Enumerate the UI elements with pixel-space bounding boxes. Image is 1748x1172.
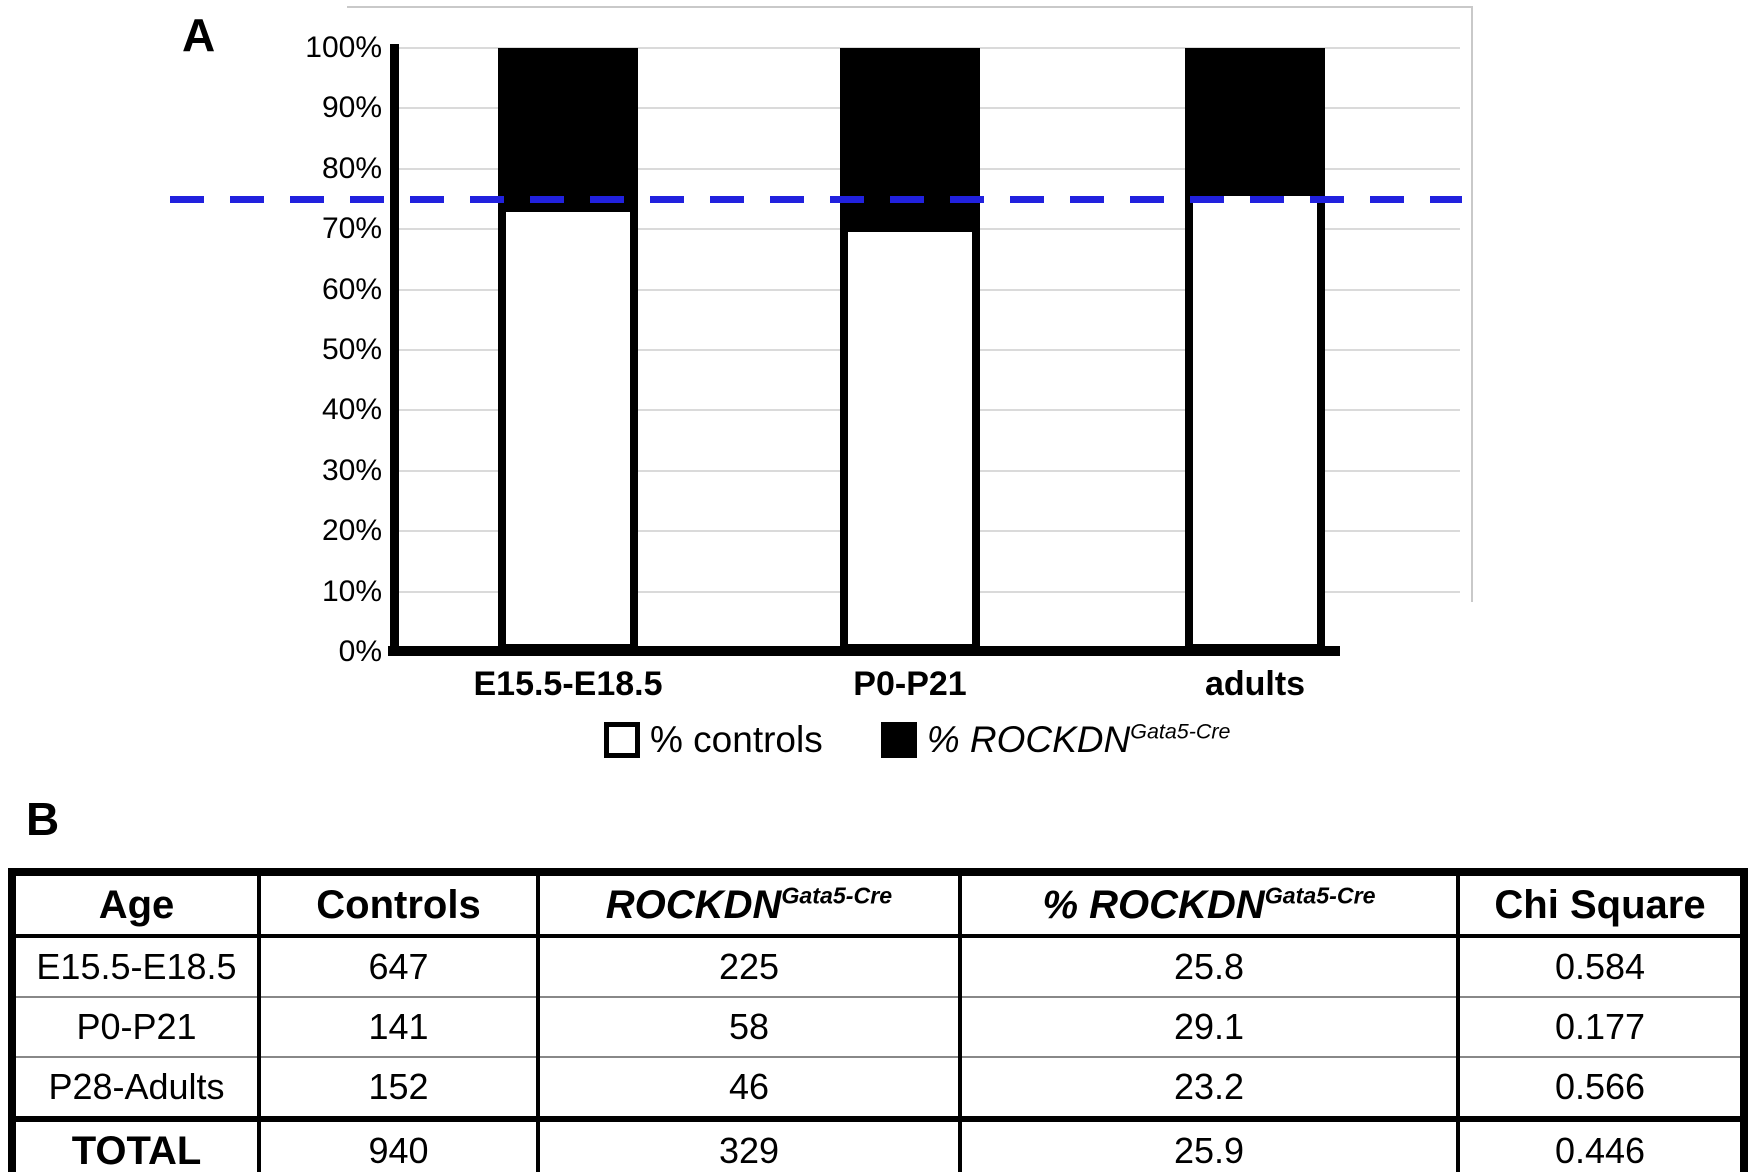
y-tick-label: 50% <box>321 333 382 366</box>
y-axis-line <box>390 44 399 656</box>
table-total-row: TOTAL 940 329 25.9 0.446 <box>10 1116 1746 1172</box>
table-header-cell: % ROCKDNGata5-Cre <box>958 872 1460 938</box>
table-cell: TOTAL <box>10 1116 261 1172</box>
table-row: E15.5-E18.5 647 225 25.8 0.584 <box>10 935 1746 998</box>
chart-area-border-top <box>347 6 1473 8</box>
reference-line-75pct <box>170 196 1462 203</box>
chart-legend: % controls % ROCKDNGata5-Cre <box>604 718 1230 762</box>
bar-segment-rockdn <box>840 48 980 224</box>
y-tick-label: 40% <box>321 393 382 427</box>
y-tick-label: 10% <box>321 574 382 608</box>
panel-a-label: A <box>182 9 216 61</box>
table-header: Age Controls ROCKDNGata5-Cre% ROCKDNGata5-… <box>10 872 1746 938</box>
table-cell: P28-Adults <box>10 1056 261 1120</box>
x-tick-label: adults <box>1204 665 1306 703</box>
table-cell: 58 <box>536 996 962 1058</box>
bar-segment-rockdn <box>498 48 638 204</box>
table-header-cell: Chi Square <box>1456 872 1746 938</box>
legend-item-controls: % controls <box>604 718 823 762</box>
table-cell: 29.1 <box>958 996 1460 1058</box>
x-tick-label: E15.5-E18.5 <box>473 665 663 703</box>
table-cell: 0.584 <box>1456 935 1746 998</box>
legend-swatch-controls <box>604 722 640 758</box>
table-cell: 0.566 <box>1456 1056 1746 1120</box>
panel-b-label: B <box>26 793 60 845</box>
y-tick-label: 70% <box>321 212 382 246</box>
statistics-table: Age Controls ROCKDNGata5-Cre% ROCKDNGata5-… <box>8 868 1748 1172</box>
x-tick-label: P0-P21 <box>853 665 967 703</box>
table-header-row: Age Controls ROCKDNGata5-Cre% ROCKDNGata5-… <box>10 872 1746 938</box>
table-header-cell: Age <box>10 872 261 938</box>
bar-segment-controls <box>840 223 980 652</box>
table-cell: 940 <box>257 1116 540 1172</box>
legend-label-rockdn-superscript: Gata5-Cre <box>1130 719 1231 744</box>
table-cell: 329 <box>536 1116 962 1172</box>
table-cell: 23.2 <box>958 1056 1460 1120</box>
table-cell: 0.177 <box>1456 996 1746 1058</box>
table-cell: 225 <box>536 935 962 998</box>
y-tick-label: 100% <box>305 31 382 64</box>
table-body: E15.5-E18.5 647 225 25.8 0.584 P0-P21 141 58 29.… <box>10 935 1746 1172</box>
bar-segment-rockdn <box>1185 48 1325 189</box>
y-tick-label: 30% <box>321 453 382 487</box>
y-tick-label: 80% <box>321 151 382 185</box>
table-cell: 46 <box>536 1056 962 1120</box>
chart-area-border-right <box>1471 6 1473 602</box>
legend-swatch-rockdn <box>880 722 917 758</box>
table-row: P28-Adults 152 46 23.2 0.566 <box>10 1056 1746 1120</box>
table-cell: 647 <box>257 935 540 998</box>
table-cell: 152 <box>257 1056 540 1120</box>
bar-segment-controls <box>498 203 638 652</box>
table-header-cell: Controls <box>257 872 540 938</box>
y-tick-label: 20% <box>321 514 382 548</box>
table-cell: 0.446 <box>1456 1116 1746 1172</box>
table-cell: E15.5-E18.5 <box>10 935 261 998</box>
table-cell: P0-P21 <box>10 996 261 1058</box>
bar-segment-controls <box>1185 188 1325 652</box>
table-header-cell: ROCKDNGata5-Cre <box>536 872 962 938</box>
legend-label-controls: % controls <box>650 719 823 760</box>
table-row: P0-P21 141 58 29.1 0.177 <box>10 996 1746 1058</box>
legend-label-rockdn-text: % ROCKDN <box>926 719 1131 760</box>
y-tick-label: 0% <box>338 635 382 668</box>
legend-item-rockdn: % ROCKDNGata5-Cre <box>880 718 1231 762</box>
table-cell: 25.8 <box>958 935 1460 998</box>
table-cell: 25.9 <box>958 1116 1460 1172</box>
legend-label-rockdn: % ROCKDNGata5-Cre <box>927 718 1231 762</box>
table-cell: 141 <box>257 996 540 1058</box>
y-tick-label: 60% <box>321 272 382 306</box>
y-tick-label: 90% <box>321 91 382 125</box>
